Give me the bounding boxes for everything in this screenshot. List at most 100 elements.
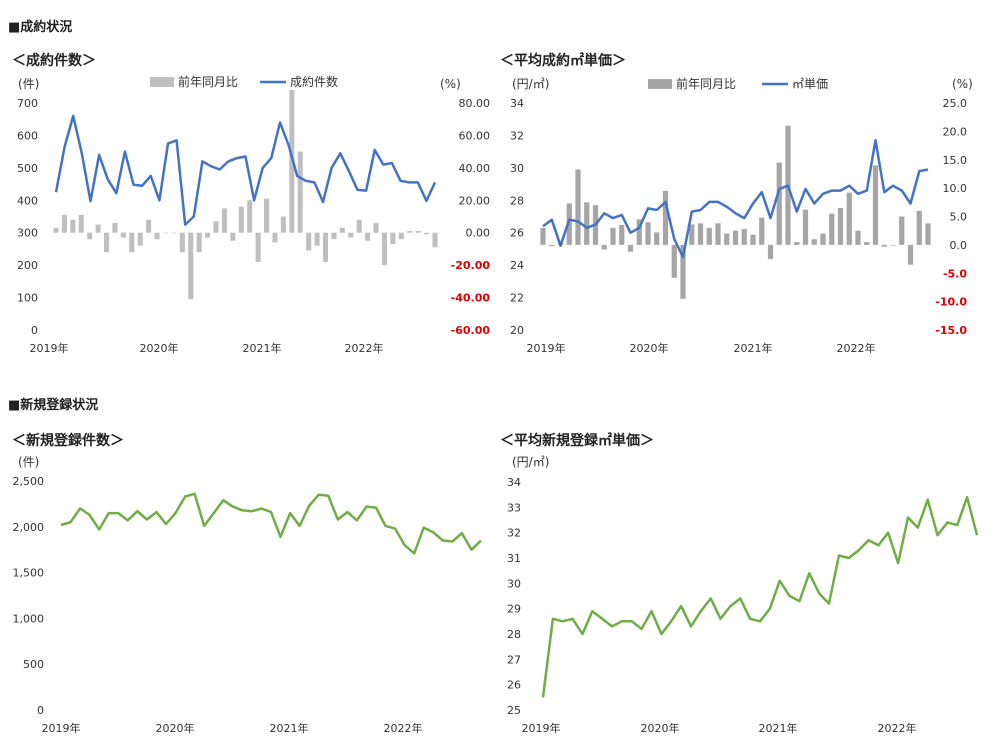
bar bbox=[280, 216, 286, 233]
right-tick-label: -20.00 bbox=[451, 259, 491, 272]
bar bbox=[213, 221, 219, 233]
bar bbox=[899, 216, 905, 245]
left-tick-label: 26 bbox=[510, 227, 524, 240]
bar bbox=[759, 217, 765, 245]
bar bbox=[654, 232, 660, 245]
bar bbox=[820, 233, 826, 245]
left-tick-label: 29 bbox=[507, 603, 521, 616]
left-tick-label: 30 bbox=[507, 577, 521, 590]
x-tick-label: 2021年 bbox=[734, 341, 773, 355]
chart-title-contract-unit-price: ＜平均成約㎡単価＞ bbox=[500, 53, 626, 69]
x-tick-label: 2021年 bbox=[270, 721, 309, 735]
bar bbox=[802, 209, 809, 245]
right-unit-label: (%) bbox=[440, 77, 461, 91]
bar bbox=[179, 232, 185, 253]
bar bbox=[549, 244, 555, 247]
bar bbox=[297, 151, 303, 233]
legend-line-label: 成約件数 bbox=[290, 74, 338, 89]
left-tick-label: 24 bbox=[510, 259, 524, 272]
right-tick-label: -10.0 bbox=[935, 296, 967, 309]
bar bbox=[415, 231, 421, 233]
x-tick-label: 2020年 bbox=[156, 721, 195, 735]
bar bbox=[601, 244, 607, 250]
left-tick-label: 2,500 bbox=[13, 475, 45, 488]
bar bbox=[881, 244, 887, 247]
right-tick-label: 10.0 bbox=[943, 182, 968, 195]
bar bbox=[855, 230, 861, 245]
bar bbox=[540, 227, 546, 245]
left-tick-label: 1,000 bbox=[13, 612, 45, 625]
left-tick-label: 700 bbox=[17, 97, 38, 110]
left-tick-label: 500 bbox=[17, 162, 38, 175]
x-tick-label: 2020年 bbox=[641, 721, 680, 735]
bar bbox=[575, 169, 581, 245]
bar bbox=[584, 202, 590, 245]
bar bbox=[750, 234, 756, 245]
right-tick-label: -60.00 bbox=[451, 324, 491, 337]
left-unit-label: (円/㎡) bbox=[512, 77, 549, 91]
bar bbox=[671, 244, 677, 278]
left-tick-label: 0 bbox=[31, 324, 38, 337]
bar bbox=[890, 244, 896, 246]
bar bbox=[196, 232, 202, 253]
left-tick-label: 22 bbox=[510, 292, 524, 305]
left-tick-label: 31 bbox=[507, 552, 521, 565]
bar bbox=[432, 232, 438, 248]
bar bbox=[925, 223, 931, 245]
bar bbox=[356, 219, 362, 233]
bar bbox=[794, 242, 800, 245]
bar bbox=[907, 244, 914, 265]
x-tick-label: 2020年 bbox=[630, 341, 669, 355]
series-line bbox=[60, 492, 482, 555]
bar bbox=[264, 198, 270, 233]
x-tick-label: 2021年 bbox=[243, 341, 282, 355]
left-tick-label: 32 bbox=[510, 129, 524, 142]
bar bbox=[916, 210, 922, 245]
bar bbox=[407, 231, 413, 233]
left-unit-label: (円/㎡) bbox=[512, 455, 549, 469]
left-tick-label: 100 bbox=[17, 292, 38, 305]
bar bbox=[120, 232, 126, 238]
bar bbox=[373, 222, 379, 233]
bar bbox=[811, 239, 817, 245]
right-tick-label: 20.00 bbox=[459, 194, 491, 207]
x-tick-label: 2020年 bbox=[140, 341, 179, 355]
x-tick-label: 2022年 bbox=[384, 721, 423, 735]
section-title-contract: ■成約状況 bbox=[8, 20, 73, 35]
bar bbox=[339, 227, 345, 233]
left-tick-label: 26 bbox=[507, 679, 521, 692]
left-tick-label: 25 bbox=[507, 704, 521, 717]
bar bbox=[95, 224, 101, 233]
bar bbox=[162, 232, 169, 234]
right-tick-label: -5.0 bbox=[943, 267, 967, 280]
bar bbox=[566, 203, 572, 245]
right-tick-label: -40.00 bbox=[451, 292, 491, 305]
left-tick-label: 28 bbox=[507, 628, 521, 641]
bar bbox=[697, 223, 704, 245]
bar bbox=[314, 232, 320, 246]
bar bbox=[846, 192, 852, 245]
bar bbox=[365, 232, 371, 241]
bar bbox=[255, 232, 261, 262]
bar bbox=[619, 225, 625, 245]
bar bbox=[154, 232, 160, 240]
chart-title-registration-count: ＜新規登録件数＞ bbox=[12, 433, 124, 449]
bar bbox=[171, 232, 177, 234]
bar bbox=[112, 222, 118, 233]
bar bbox=[247, 200, 253, 233]
bar bbox=[398, 232, 404, 240]
bar bbox=[689, 224, 695, 245]
left-tick-label: 20 bbox=[510, 324, 524, 337]
x-tick-label: 2019年 bbox=[522, 721, 561, 735]
right-unit-label: (%) bbox=[952, 77, 973, 91]
bar bbox=[230, 232, 236, 241]
bar bbox=[188, 232, 194, 300]
left-tick-label: 28 bbox=[510, 194, 524, 207]
bar bbox=[70, 219, 76, 233]
bar bbox=[767, 244, 774, 260]
right-tick-label: 80.00 bbox=[459, 97, 491, 110]
left-tick-label: 300 bbox=[17, 227, 38, 240]
x-tick-label: 2019年 bbox=[30, 341, 69, 355]
right-tick-label: 40.00 bbox=[459, 162, 491, 175]
right-tick-label: 15.0 bbox=[943, 154, 968, 167]
